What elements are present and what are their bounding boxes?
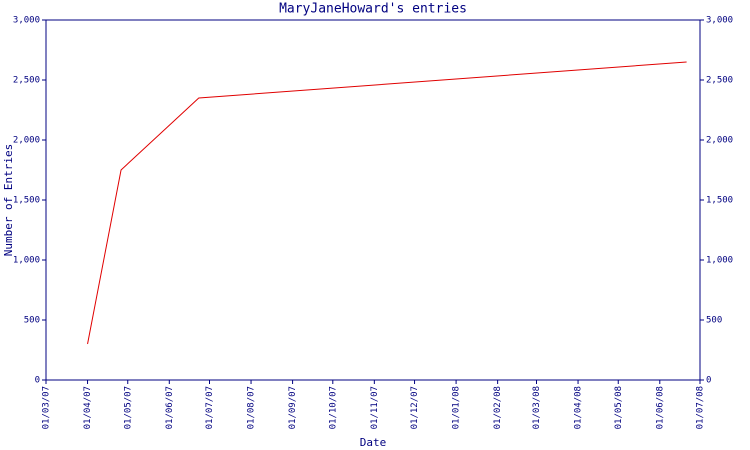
y2-tick-label: 1,000 [706, 256, 733, 266]
x-tick-label: 01/10/07 [328, 386, 338, 429]
x-tick-label: 01/12/07 [410, 386, 420, 429]
y2-tick-label: 500 [706, 316, 722, 326]
data-line [87, 61, 687, 345]
x-tick-label: 01/07/08 [696, 386, 706, 429]
y2-tick-label: 1,500 [706, 196, 733, 206]
y-tick-label: 3,000 [13, 16, 40, 26]
chart-title: MaryJaneHoward's entries [279, 2, 467, 17]
x-tick-label: 01/05/08 [614, 386, 624, 429]
x-tick-label: 01/03/07 [42, 386, 52, 429]
x-tick-label: 01/01/08 [452, 386, 462, 429]
y-tick-label: 2,500 [13, 76, 40, 86]
x-tick-label: 01/02/08 [493, 386, 503, 429]
x-tick-label: 01/11/07 [370, 386, 380, 429]
y-tick-label: 2,000 [13, 136, 40, 146]
y-tick-label: 1,500 [13, 196, 40, 206]
x-tick-label: 01/03/08 [532, 386, 542, 429]
x-axis-label: Date [360, 436, 387, 449]
x-tick-label: 01/05/07 [123, 386, 133, 429]
y2-tick-label: 2,500 [706, 76, 733, 86]
x-tick-label: 01/06/08 [655, 386, 665, 429]
y-tick-label: 1,000 [13, 256, 40, 266]
x-tick-label: 01/07/07 [205, 386, 215, 429]
y2-tick-label: 0 [706, 376, 711, 386]
y2-tick-label: 2,000 [706, 136, 733, 146]
x-tick-label: 01/04/08 [574, 386, 584, 429]
x-tick-label: 01/08/07 [247, 386, 257, 429]
x-tick-label: 01/09/07 [288, 386, 298, 429]
y2-tick-label: 3,000 [706, 16, 733, 26]
y-tick-label: 500 [24, 316, 40, 326]
y-axis-label: Number of Entries [2, 144, 15, 257]
y-tick-label: 0 [35, 376, 40, 386]
x-tick-label: 01/04/07 [83, 386, 93, 429]
x-tick-label: 01/06/07 [165, 386, 175, 429]
